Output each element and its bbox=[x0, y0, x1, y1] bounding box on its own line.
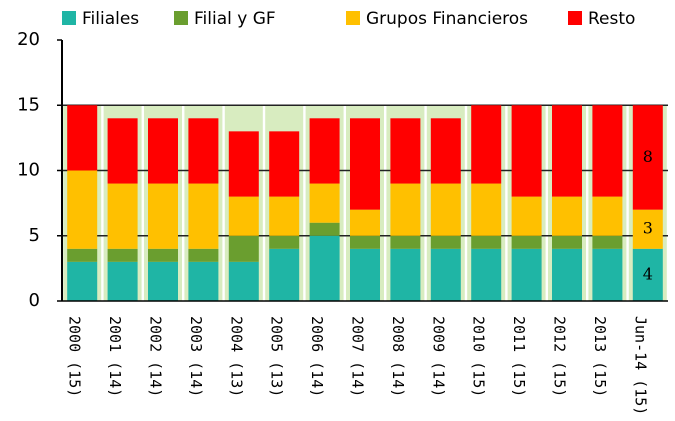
y-tick-label: 0 bbox=[29, 290, 40, 311]
x-tick-label: 2010 (15) bbox=[470, 316, 488, 397]
legend-swatch bbox=[568, 11, 582, 25]
y-tick-label: 20 bbox=[17, 29, 40, 50]
legend-swatch bbox=[62, 11, 76, 25]
data-label: 8 bbox=[643, 147, 653, 166]
bar-segment bbox=[430, 235, 461, 249]
bar-segment bbox=[269, 131, 300, 197]
bar-segment bbox=[430, 183, 461, 236]
bar-segment bbox=[148, 118, 178, 184]
bar-segment bbox=[632, 248, 663, 301]
data-label: 3 bbox=[643, 219, 653, 238]
bar-segment bbox=[309, 235, 340, 301]
bar-segment bbox=[148, 261, 178, 301]
bar-segment bbox=[430, 248, 461, 301]
bar-segment bbox=[632, 209, 663, 249]
bar-segment bbox=[511, 105, 542, 197]
x-tick-label: 2001 (14) bbox=[106, 316, 124, 397]
bar-segment bbox=[592, 248, 623, 301]
legend-label: Filial y GF bbox=[194, 9, 276, 29]
bar-segment bbox=[552, 105, 582, 197]
x-tick-label: 2011 (15) bbox=[510, 316, 528, 397]
x-tick-label: 2005 (13) bbox=[268, 316, 286, 397]
bar-segment bbox=[511, 235, 542, 249]
bar-segment bbox=[430, 118, 461, 184]
bar-segment bbox=[107, 118, 138, 184]
legend-swatch bbox=[346, 11, 360, 25]
bar-segment bbox=[552, 235, 582, 249]
x-tick-label: 2000 (15) bbox=[66, 316, 84, 397]
bar-segment bbox=[148, 248, 178, 262]
legend-swatch bbox=[174, 11, 188, 25]
bar-segment bbox=[67, 105, 98, 171]
bar-segment bbox=[269, 196, 300, 236]
data-label: 4 bbox=[643, 264, 653, 283]
bar-segment bbox=[592, 105, 623, 197]
x-tick-label: 2012 (15) bbox=[551, 316, 569, 397]
bar-segment bbox=[269, 235, 300, 249]
bar-segment bbox=[228, 261, 259, 301]
bar-segment bbox=[309, 222, 340, 236]
bar-segment bbox=[390, 118, 421, 184]
y-tick-label: 10 bbox=[17, 160, 40, 181]
bar-segment bbox=[471, 235, 502, 249]
bar-segment bbox=[228, 131, 259, 197]
bar-segment bbox=[592, 196, 623, 236]
bar-segment bbox=[188, 118, 219, 184]
bar-segment bbox=[350, 248, 380, 301]
bar-segment bbox=[107, 261, 138, 301]
x-tick-label: Jun-14 (15) bbox=[631, 316, 649, 415]
bar-segment bbox=[471, 105, 502, 184]
bar-segment bbox=[269, 248, 300, 301]
bar-segment bbox=[67, 248, 98, 262]
bar-segment bbox=[511, 248, 542, 301]
legend-label: Filiales bbox=[82, 9, 139, 29]
bar-segment bbox=[552, 248, 582, 301]
bar-segment bbox=[390, 248, 421, 301]
x-tick-label: 2002 (14) bbox=[147, 316, 165, 397]
bar-segment bbox=[148, 183, 178, 249]
bar-segment bbox=[390, 235, 421, 249]
bar-segment bbox=[309, 118, 340, 184]
bar-segment bbox=[632, 105, 663, 210]
bar-segment bbox=[511, 196, 542, 236]
y-tick-label: 5 bbox=[29, 225, 40, 246]
bar-segment bbox=[188, 183, 219, 249]
bar-segment bbox=[390, 183, 421, 236]
bar-segment bbox=[309, 183, 340, 223]
bar-segment bbox=[471, 183, 502, 236]
bar-segment bbox=[552, 196, 582, 236]
x-tick-label: 2013 (15) bbox=[591, 316, 609, 397]
bar-segment bbox=[67, 170, 98, 249]
legend-label: Grupos Financieros bbox=[366, 9, 528, 29]
bar-segment bbox=[107, 183, 138, 249]
legend-label: Resto bbox=[588, 9, 635, 29]
bar-segment bbox=[592, 235, 623, 249]
x-tick-label: 2008 (14) bbox=[389, 316, 407, 397]
bar-segment bbox=[188, 248, 219, 262]
x-tick-label: 2003 (14) bbox=[187, 316, 205, 397]
bar-segment bbox=[188, 261, 219, 301]
bar-segment bbox=[350, 118, 380, 210]
bar-segment bbox=[350, 235, 380, 249]
x-tick-label: 2009 (14) bbox=[429, 316, 447, 397]
bar-segment bbox=[350, 209, 380, 236]
x-tick-label: 2006 (14) bbox=[308, 316, 326, 397]
bar-segment bbox=[471, 248, 502, 301]
x-tick-label: 2004 (13) bbox=[227, 316, 245, 397]
bar-segment bbox=[67, 261, 98, 301]
bar-segment bbox=[107, 248, 138, 262]
x-tick-label: 2007 (14) bbox=[349, 316, 367, 397]
bar-segment bbox=[228, 196, 259, 236]
bar-segment bbox=[228, 235, 259, 262]
y-tick-label: 15 bbox=[17, 94, 40, 115]
